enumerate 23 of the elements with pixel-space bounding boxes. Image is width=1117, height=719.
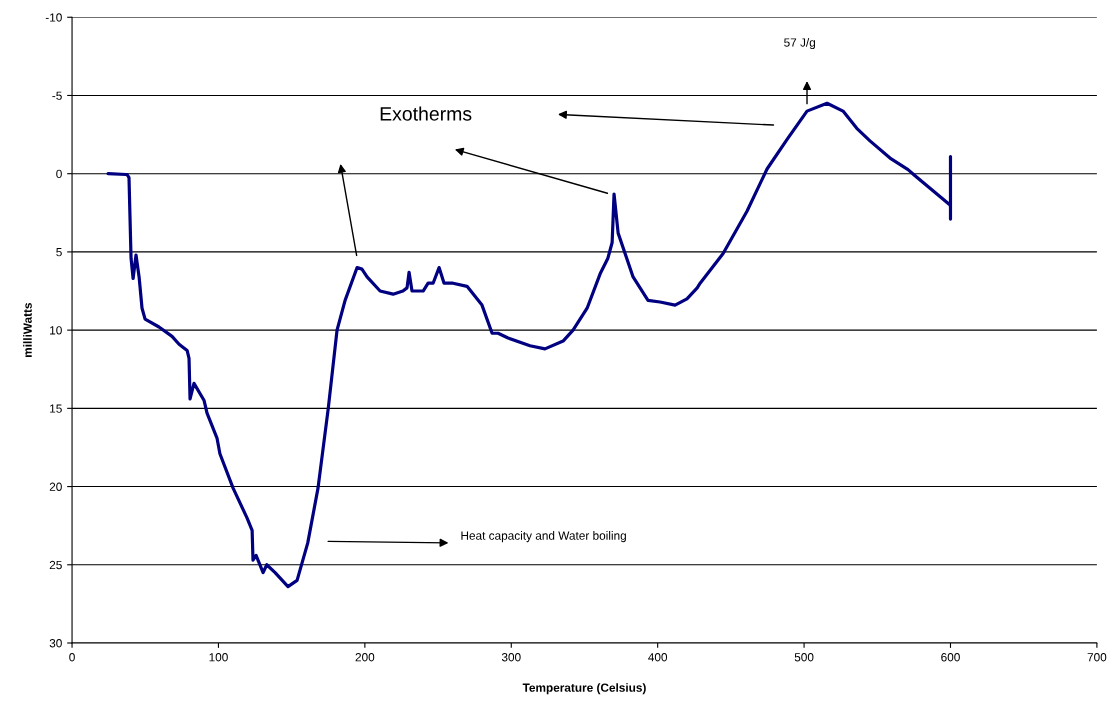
x-tick-label: 400 (648, 653, 668, 662)
y-tick-label: 10 (50, 326, 62, 335)
y-tick-label: 15 (50, 404, 62, 413)
annotation: Exotherms (380, 106, 472, 121)
y-tick-label: 25 (49, 560, 62, 570)
x-axis-title: Temperature (Celsius) (522, 683, 646, 695)
x-tick-label: 0 (69, 653, 75, 662)
x-tick-label: 700 (1087, 653, 1107, 662)
y-tick-label: 20 (49, 482, 62, 491)
y-tick-label: -5 (52, 91, 62, 100)
y-tick-label: 0 (56, 169, 62, 179)
annotation: 57 J/g (784, 38, 816, 50)
x-tick-label: 500 (794, 653, 814, 662)
x-tick-label: 300 (501, 653, 521, 662)
annotation: Heat capacity and Water boiling (461, 531, 626, 543)
x-tick-label: 600 (941, 653, 960, 662)
y-tick-label: 30 (49, 639, 62, 648)
y-axis-title: milliWatts (23, 302, 32, 357)
y-tick-label: -10 (45, 13, 62, 22)
x-tick-label: 200 (355, 653, 375, 662)
line-series (106, 101, 953, 589)
x-tick-label: 100 (209, 653, 228, 662)
y-tick-label: 5 (56, 248, 62, 257)
